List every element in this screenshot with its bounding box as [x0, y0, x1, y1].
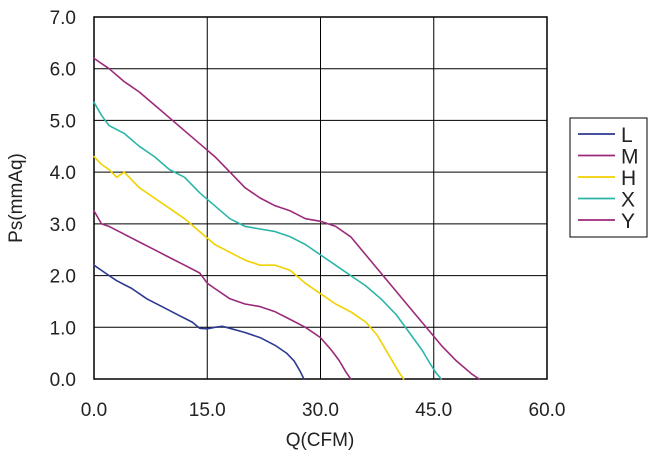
series-layer [93, 57, 480, 380]
plot-frame [93, 16, 548, 380]
legend-label-y: Y [621, 210, 635, 233]
y-tick-label: 0.0 [50, 370, 76, 391]
x-tick-label: 60.0 [529, 400, 566, 421]
x-tick-labels: 0.0 15.0 30.0 45.0 60.0 [81, 400, 566, 421]
y-tick-label: 4.0 [50, 163, 76, 184]
x-axis-label: Q(CFM) [286, 430, 355, 451]
y-tick-label: 5.0 [50, 111, 76, 132]
series-line-x [93, 101, 443, 380]
series-line-y [93, 57, 480, 380]
x-tick-label: 30.0 [302, 400, 339, 421]
y-tick-labels: 0.0 1.0 2.0 3.0 4.0 5.0 6.0 7.0 [50, 8, 76, 391]
grid [93, 16, 548, 380]
y-tick-label: 3.0 [50, 215, 76, 236]
series-line-h [93, 155, 405, 380]
legend-label-m: M [621, 146, 639, 169]
y-tick-label: 7.0 [50, 8, 76, 29]
y-tick-label: 2.0 [50, 267, 76, 288]
x-tick-label: 45.0 [415, 400, 452, 421]
y-tick-label: 6.0 [50, 60, 76, 81]
x-tick-label: 0.0 [81, 400, 107, 421]
x-tick-label: 15.0 [189, 400, 226, 421]
legend-label-h: H [621, 167, 636, 190]
legend-label-l: L [621, 124, 633, 147]
legend-label-x: X [621, 189, 635, 212]
y-axis-label: Ps(mmAq) [6, 153, 27, 243]
series-line-l [93, 264, 305, 380]
y-tick-label: 1.0 [50, 318, 76, 339]
series-line-m [93, 210, 352, 380]
